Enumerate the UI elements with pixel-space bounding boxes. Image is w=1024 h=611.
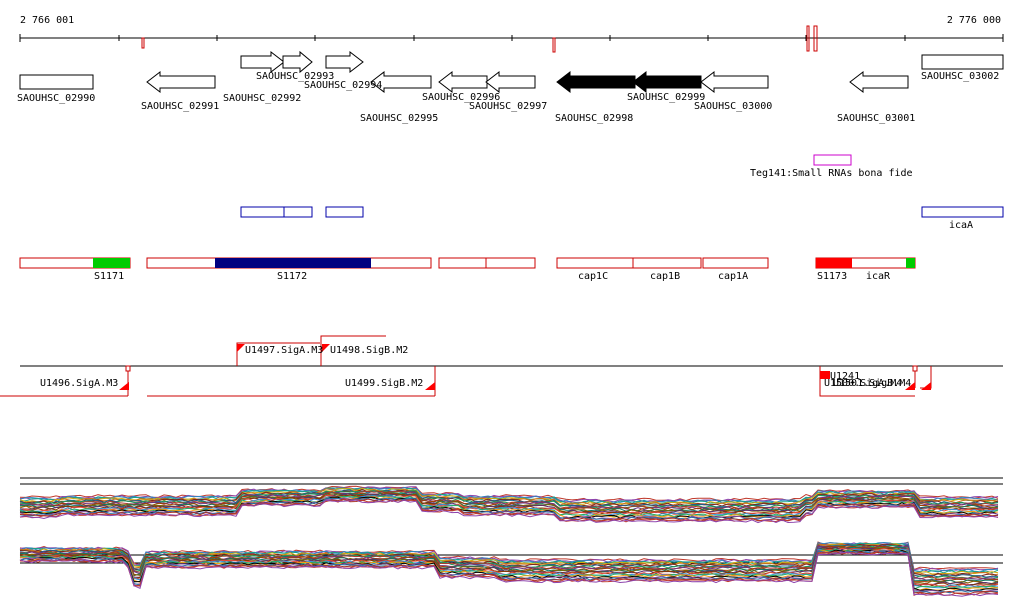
gene-label: SAOUHSC_02996 [422,92,500,103]
segment-label: S1173 [817,271,847,282]
tu-label: icaA [949,220,973,231]
segment-bar-cap1A[interactable] [702,257,769,269]
ruler-mark [813,25,818,52]
gene-label: SAOUHSC_02991 [141,101,219,112]
gene-label: SAOUHSC_03000 [694,101,772,112]
ruler-ticks [19,34,1004,42]
ruler-mark [806,25,810,52]
gene-label: SAOUHSC_02993 [256,71,334,82]
gene-SAOUHSC_02999[interactable] [632,70,702,94]
promoter-label: U1499.SigB.M2 [345,378,423,389]
ruler-marks [141,25,818,53]
expression-profile-line [19,485,999,502]
gene-label: SAOUHSC_02992 [223,93,301,104]
gene-SAOUHSC_02997[interactable] [485,70,536,94]
segment-S1172-fill [215,258,371,268]
promoter-flags [119,344,931,390]
gene-label: SAOUHSC_03001 [837,113,915,124]
gene-SAOUHSC_02993[interactable] [282,50,313,74]
gene-label: SAOUHSC_02995 [360,113,438,124]
gene-SAOUHSC_02994[interactable] [325,50,364,74]
segment-label: cap1C [578,271,608,282]
gene-label: SAOUHSC_02990 [17,93,95,104]
tu-feature[interactable] [325,206,364,218]
promoter-flag [820,371,830,379]
promoter-flag [425,382,435,390]
promoter-markers [125,365,918,372]
ruler-mark [141,37,145,49]
promoter-label: U1241 [830,371,860,382]
coordinate-ruler: 2 766 001 2 776 000 [19,15,1004,53]
promoter-flag [119,382,129,390]
promoter-label: U1500.SigA.M4 [824,378,902,389]
segment-labels: S1171 S1172 cap1C cap1B cap1A S1173 icaR [94,271,891,282]
gene-SAOUHSC_03002[interactable] [921,54,1004,70]
expression-profiles-top [19,485,999,524]
gene-track [19,50,1004,94]
gene-SAOUHSC_02996[interactable] [438,70,488,94]
segment-bar-cap1B[interactable] [632,257,702,269]
promoter-track: U1496.SigA.M3 U1497.SigA.M3 U1498.SigB.M… [0,335,1003,397]
gene-label: SAOUHSC_02998 [555,113,633,124]
ruler-end-label: 2 776 000 [947,15,1001,26]
srna-track: Teg141:Small RNAs bona fide [750,154,913,179]
expression-profile-line [19,551,999,597]
promoter-labels: U1496.SigA.M3 U1497.SigA.M3 U1498.SigB.M… [40,345,911,389]
tu-feature-icaA[interactable] [921,206,1004,218]
segment-bar[interactable] [438,257,487,269]
promoter-flag [237,344,245,352]
segment-label: cap1B [650,271,680,282]
segment-label: cap1A [718,271,748,282]
gene-SAOUHSC_03001[interactable] [849,70,909,94]
ruler-start-label: 2 766 001 [20,15,74,26]
gene-SAOUHSC_02998[interactable] [556,70,636,94]
gene-SAOUHSC_02995[interactable] [370,70,432,94]
gene-SAOUHSC_02990[interactable] [19,74,94,90]
segment-icaR-fill [906,258,915,268]
tu-feature[interactable] [283,206,313,218]
gene-SAOUHSC_02991[interactable] [146,70,216,94]
srna-feature[interactable] [813,154,852,166]
ruler-mark [552,37,556,53]
promoter-flag [905,382,915,390]
gene-SAOUHSC_02992[interactable] [240,50,285,74]
promoter-label: U1501.SigB.M4 [833,378,911,389]
segment-bar[interactable] [485,257,536,269]
expression-profile-line [19,542,999,574]
expression-panel-bottom [19,541,1003,597]
gene-label: SAOUHSC_02994 [304,80,382,91]
expression-profiles-bottom [19,541,999,597]
gene-label: SAOUHSC_02997 [469,101,547,112]
segment-bar-cap1C[interactable] [556,257,634,269]
promoter-flag [322,344,330,352]
expression-profile-line [19,499,999,524]
expression-profile-line [19,488,999,507]
tu-feature[interactable] [240,206,285,218]
tu-track [240,206,1004,218]
expression-panel-top [19,477,1003,524]
gene-label: SAOUHSC_03002 [921,71,999,82]
gene-SAOUHSC_03000[interactable] [700,70,769,94]
segment-track [19,257,916,269]
segment-label: S1172 [277,271,307,282]
promoter-label: U1498.SigB.M2 [330,345,408,356]
expression-profile-line [19,493,999,514]
srna-label: Teg141:Small RNAs bona fide [750,168,913,179]
promoter-flag [921,382,931,390]
gene-labels: SAOUHSC_02990 SAOUHSC_02991 SAOUHSC_0299… [17,71,999,124]
segment-S1173-fill [816,258,852,268]
expression-profile-line [19,544,999,578]
promoter-label: U1496.SigA.M3 [40,378,118,389]
gene-label: SAOUHSC_02999 [627,92,705,103]
promoter-label: U1497.SigA.M3 [245,345,323,356]
segment-label: icaR [866,271,891,282]
segment-label: S1171 [94,271,124,282]
expression-profile-line [19,495,999,518]
segment-S1171-fill [93,258,130,268]
